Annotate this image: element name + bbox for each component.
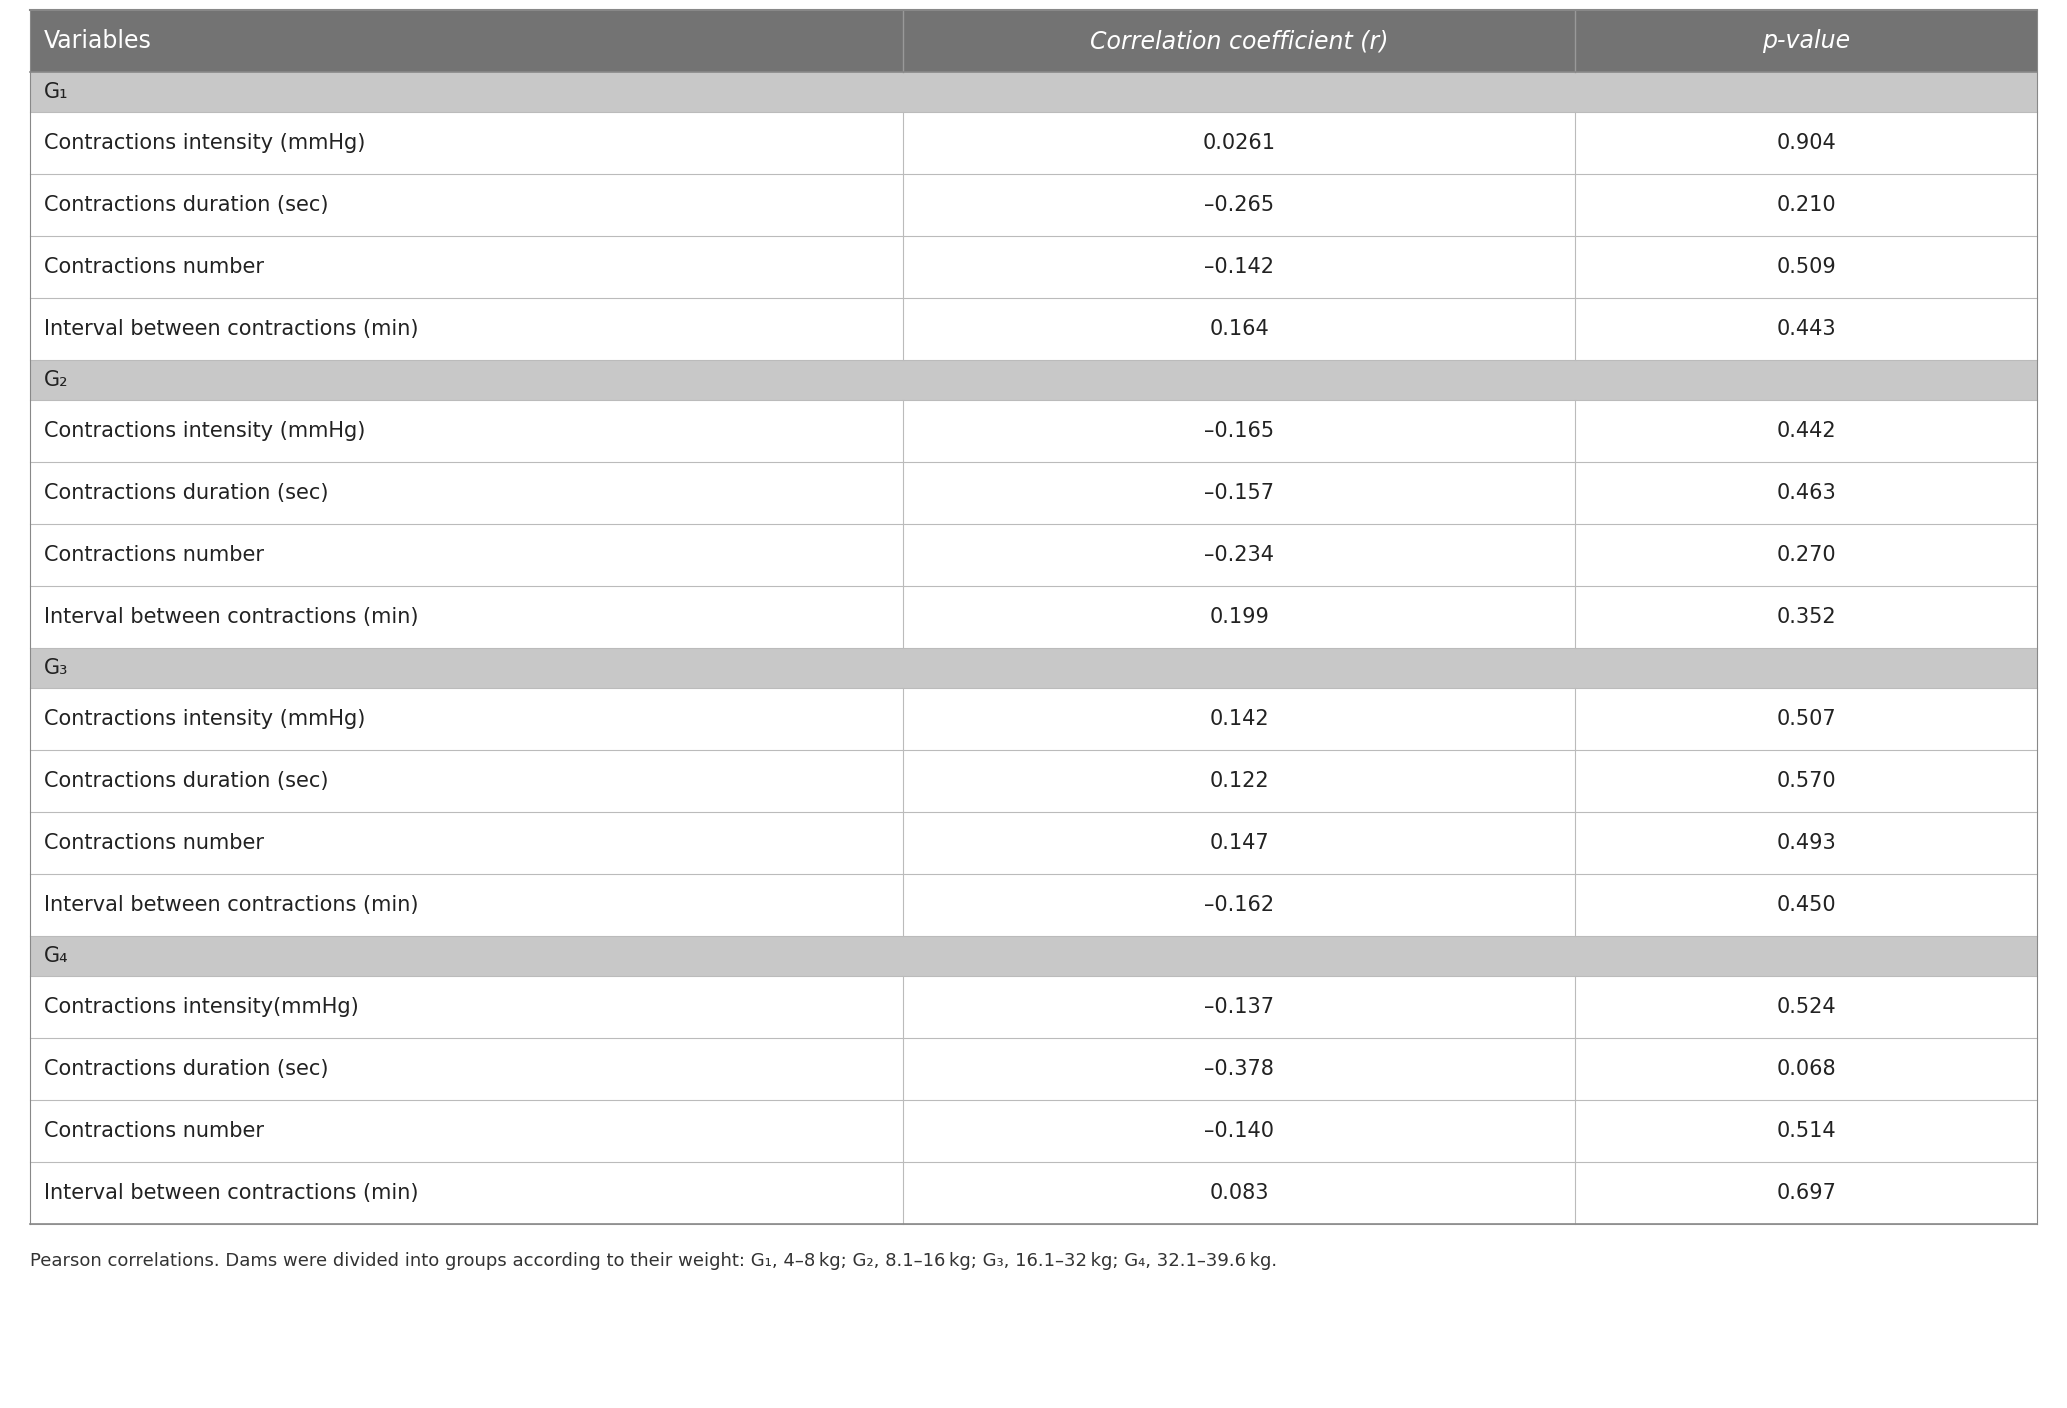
Text: 0.514: 0.514	[1776, 1121, 1835, 1140]
Text: 0.463: 0.463	[1776, 483, 1835, 503]
Text: 0.083: 0.083	[1209, 1183, 1269, 1202]
Text: 0.122: 0.122	[1209, 772, 1269, 791]
Text: –0.378: –0.378	[1205, 1059, 1273, 1079]
Text: Contractions duration (sec): Contractions duration (sec)	[43, 483, 329, 503]
Text: Contractions number: Contractions number	[43, 1121, 265, 1140]
Text: Contractions intensity(mmHg): Contractions intensity(mmHg)	[43, 997, 360, 1017]
Text: Contractions number: Contractions number	[43, 834, 265, 853]
Text: Contractions duration (sec): Contractions duration (sec)	[43, 772, 329, 791]
Text: 0.352: 0.352	[1776, 607, 1835, 627]
Text: Contractions intensity (mmHg): Contractions intensity (mmHg)	[43, 421, 366, 441]
Text: 0.507: 0.507	[1776, 710, 1835, 729]
Text: 0.068: 0.068	[1776, 1059, 1835, 1079]
Bar	[31, 360, 2036, 400]
Text: –0.140: –0.140	[1205, 1121, 1273, 1140]
Text: Contractions intensity (mmHg): Contractions intensity (mmHg)	[43, 710, 366, 729]
Text: 0.509: 0.509	[1776, 258, 1835, 277]
Text: Contractions duration (sec): Contractions duration (sec)	[43, 1059, 329, 1079]
Text: G₂: G₂	[43, 370, 68, 390]
Text: 0.210: 0.210	[1776, 194, 1835, 215]
Text: Contractions duration (sec): Contractions duration (sec)	[43, 194, 329, 215]
Text: Interval between contractions (min): Interval between contractions (min)	[43, 1183, 418, 1202]
Text: 0.570: 0.570	[1776, 772, 1835, 791]
Bar	[31, 113, 2036, 175]
Bar	[31, 750, 2036, 812]
Text: –0.137: –0.137	[1205, 997, 1273, 1017]
Text: 0.270: 0.270	[1776, 545, 1835, 565]
Bar	[31, 936, 2036, 976]
Text: –0.157: –0.157	[1205, 483, 1273, 503]
Text: 0.0261: 0.0261	[1203, 132, 1275, 153]
Text: G₁: G₁	[43, 82, 68, 101]
Text: Interval between contractions (min): Interval between contractions (min)	[43, 607, 418, 627]
Text: Contractions number: Contractions number	[43, 258, 265, 277]
Bar	[31, 237, 2036, 298]
Bar	[31, 72, 2036, 113]
Bar	[31, 874, 2036, 936]
Bar	[31, 1100, 2036, 1162]
Text: Contractions number: Contractions number	[43, 545, 265, 565]
Text: Interval between contractions (min): Interval between contractions (min)	[43, 320, 418, 339]
Bar	[31, 175, 2036, 237]
Bar	[31, 586, 2036, 648]
Bar	[31, 10, 2036, 72]
Text: Interval between contractions (min): Interval between contractions (min)	[43, 895, 418, 915]
Text: 0.147: 0.147	[1209, 834, 1269, 853]
Text: 0.697: 0.697	[1776, 1183, 1835, 1202]
Text: 0.142: 0.142	[1209, 710, 1269, 729]
Bar	[31, 648, 2036, 689]
Text: 0.450: 0.450	[1776, 895, 1835, 915]
Bar	[31, 298, 2036, 360]
Text: p-value: p-value	[1763, 30, 1850, 54]
Text: 0.904: 0.904	[1776, 132, 1835, 153]
Bar	[31, 400, 2036, 462]
Text: Contractions intensity (mmHg): Contractions intensity (mmHg)	[43, 132, 366, 153]
Text: 0.493: 0.493	[1776, 834, 1835, 853]
Text: –0.265: –0.265	[1205, 194, 1273, 215]
Bar	[31, 976, 2036, 1038]
Text: –0.234: –0.234	[1205, 545, 1273, 565]
Text: G₄: G₄	[43, 946, 68, 966]
Text: Variables: Variables	[43, 30, 151, 54]
Text: 0.442: 0.442	[1776, 421, 1835, 441]
Text: 0.443: 0.443	[1776, 320, 1835, 339]
Bar	[31, 524, 2036, 586]
Bar	[31, 689, 2036, 750]
Text: Pearson correlations. Dams were divided into groups according to their weight: G: Pearson correlations. Dams were divided …	[31, 1252, 1277, 1270]
Text: –0.142: –0.142	[1205, 258, 1273, 277]
Text: G₃: G₃	[43, 658, 68, 679]
Bar	[31, 1038, 2036, 1100]
Text: 0.524: 0.524	[1776, 997, 1835, 1017]
Bar	[31, 812, 2036, 874]
Text: –0.162: –0.162	[1205, 895, 1273, 915]
Text: –0.165: –0.165	[1205, 421, 1273, 441]
Text: 0.199: 0.199	[1209, 607, 1269, 627]
Text: Correlation coefficient (r): Correlation coefficient (r)	[1089, 30, 1389, 54]
Bar	[31, 462, 2036, 524]
Bar	[31, 1162, 2036, 1224]
Text: 0.164: 0.164	[1209, 320, 1269, 339]
